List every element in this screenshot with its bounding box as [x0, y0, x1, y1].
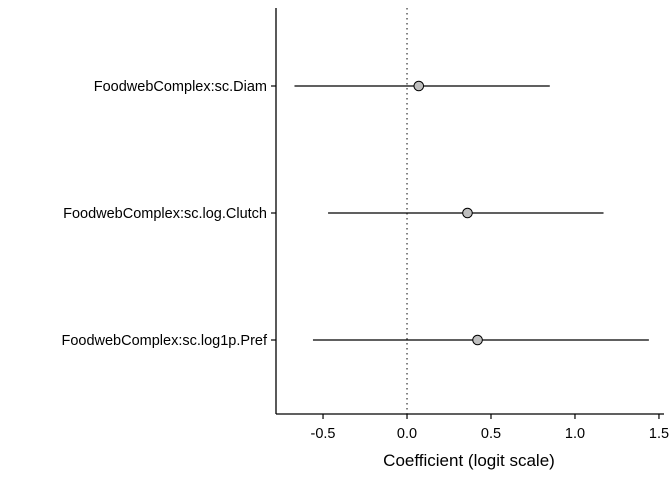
x-axis-title: Coefficient (logit scale)	[383, 451, 555, 470]
x-tick-label: 0.5	[481, 426, 501, 442]
x-tick-label: -0.5	[311, 426, 336, 442]
x-tick-label: 1.0	[565, 426, 585, 442]
estimate-point	[462, 207, 473, 219]
estimate-point	[472, 334, 483, 346]
estimate-point	[413, 80, 425, 92]
plot-area: -0.5 0.0 0.5 1.0 1.5 FoodwebComplex:sc.Diam Fo…	[61, 8, 669, 442]
x-tick-label: 1.5	[649, 426, 669, 442]
x-tick-label: 0.0	[397, 426, 417, 442]
y-tick-label: FoodwebComplex:sc.Diam	[94, 79, 267, 95]
y-tick-label: FoodwebComplex:sc.log.Clutch	[63, 206, 267, 222]
y-tick-label: FoodwebComplex:sc.log1p.Pref	[61, 333, 267, 349]
